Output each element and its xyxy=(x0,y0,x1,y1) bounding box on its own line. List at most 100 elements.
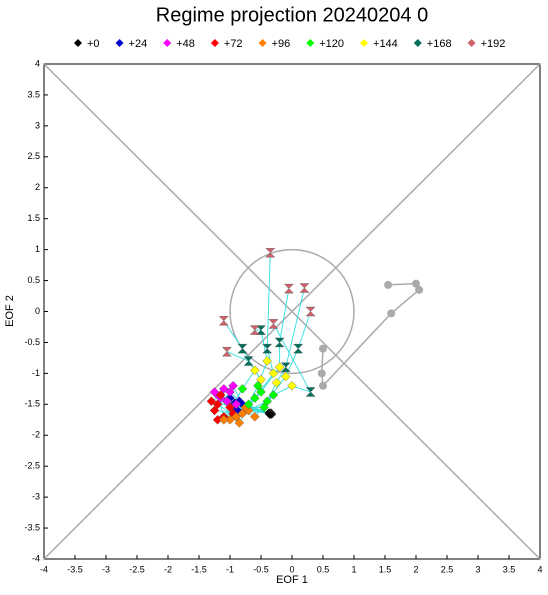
y-axis-label: EOF 2 xyxy=(4,295,16,327)
point xyxy=(305,306,316,317)
point xyxy=(283,283,294,294)
track-point xyxy=(387,309,396,318)
point xyxy=(256,387,266,397)
y-tick-label: -3.5 xyxy=(24,522,40,532)
x-tick-label: 0.5 xyxy=(317,564,330,574)
point xyxy=(219,384,229,394)
point xyxy=(264,409,275,419)
x-tick-label: 1.5 xyxy=(379,564,392,574)
legend-marker xyxy=(163,39,172,47)
point xyxy=(237,408,248,419)
legend-marker xyxy=(360,39,369,47)
point xyxy=(271,377,282,388)
point xyxy=(253,380,263,391)
point xyxy=(250,393,260,403)
y-tick-label: -0.5 xyxy=(24,337,40,347)
point xyxy=(262,356,272,366)
y-tick-label: 3.5 xyxy=(27,89,40,99)
y-tick-label: -1 xyxy=(32,368,40,378)
x-tick-label: 2.5 xyxy=(441,564,454,574)
point xyxy=(259,402,269,413)
point xyxy=(250,365,260,376)
legend-marker xyxy=(413,39,422,47)
point xyxy=(234,418,245,428)
point xyxy=(281,371,291,382)
point xyxy=(225,387,235,397)
x-tick-label: -1.5 xyxy=(191,564,207,574)
legend-label: +0 xyxy=(87,38,100,50)
point xyxy=(305,387,316,397)
x-tick-label: -0.5 xyxy=(253,564,269,574)
point xyxy=(243,356,254,366)
point xyxy=(225,402,235,413)
point xyxy=(209,387,220,397)
y-tick-label: 3 xyxy=(35,120,40,130)
y-tick-label: -2 xyxy=(32,430,40,440)
point xyxy=(243,399,254,410)
x-tick-label: -3 xyxy=(102,564,110,574)
y-tick-label: -3 xyxy=(32,492,40,502)
point xyxy=(212,399,223,410)
track-point xyxy=(317,369,326,378)
legend-marker xyxy=(74,39,82,47)
unit-circle xyxy=(229,248,355,375)
point xyxy=(237,343,248,354)
point xyxy=(274,337,285,348)
legend-marker xyxy=(210,39,219,47)
legend-marker xyxy=(258,39,267,47)
point xyxy=(237,384,248,394)
x-tick-label: 3 xyxy=(475,564,480,574)
point xyxy=(274,362,285,372)
legend-label: +144 xyxy=(373,38,398,50)
point xyxy=(287,380,297,391)
x-tick-label: -1 xyxy=(226,564,234,574)
x-tick-label: 3.5 xyxy=(503,564,516,574)
x-tick-label: 1 xyxy=(351,564,356,574)
legend-marker xyxy=(467,39,476,47)
y-tick-label: 0 xyxy=(35,306,40,316)
track-point xyxy=(319,381,327,390)
x-tick-label: -2.5 xyxy=(129,564,145,574)
x-tick-label: -4 xyxy=(40,564,48,574)
point xyxy=(249,325,260,335)
point xyxy=(219,414,229,425)
x-tick-label: -3.5 xyxy=(67,564,83,574)
point xyxy=(228,380,238,391)
x-axis-label: EOF 1 xyxy=(276,574,308,586)
point xyxy=(265,248,276,258)
point xyxy=(221,347,232,357)
x-tick-label: 0 xyxy=(289,564,294,574)
point xyxy=(268,368,279,379)
y-tick-label: 1.5 xyxy=(27,213,40,223)
point xyxy=(209,405,220,416)
point xyxy=(256,374,266,385)
point xyxy=(222,396,232,407)
point xyxy=(206,396,217,407)
point xyxy=(268,390,279,400)
point xyxy=(250,411,260,422)
point xyxy=(215,390,226,400)
point xyxy=(293,343,304,354)
legend-marker xyxy=(115,39,124,47)
legend-label: +96 xyxy=(272,38,291,50)
point xyxy=(280,362,291,372)
x-tick-label: -2 xyxy=(164,564,172,574)
y-tick-label: 2 xyxy=(35,182,40,192)
y-tick-label: -2.5 xyxy=(24,461,40,471)
legend-label: +24 xyxy=(129,38,148,50)
point xyxy=(299,283,310,293)
legend-label: +120 xyxy=(319,38,344,50)
point xyxy=(262,396,272,407)
track-line xyxy=(321,282,421,388)
legend-label: +192 xyxy=(481,38,506,50)
x-tick-label: 4 xyxy=(537,564,542,574)
legend-label: +168 xyxy=(427,38,452,50)
legend-label: +48 xyxy=(176,38,195,50)
point xyxy=(218,316,229,326)
y-tick-label: 0.5 xyxy=(27,275,40,285)
y-tick-label: -4 xyxy=(32,553,40,563)
point xyxy=(268,319,279,329)
point xyxy=(262,343,273,354)
track-point xyxy=(415,285,424,294)
